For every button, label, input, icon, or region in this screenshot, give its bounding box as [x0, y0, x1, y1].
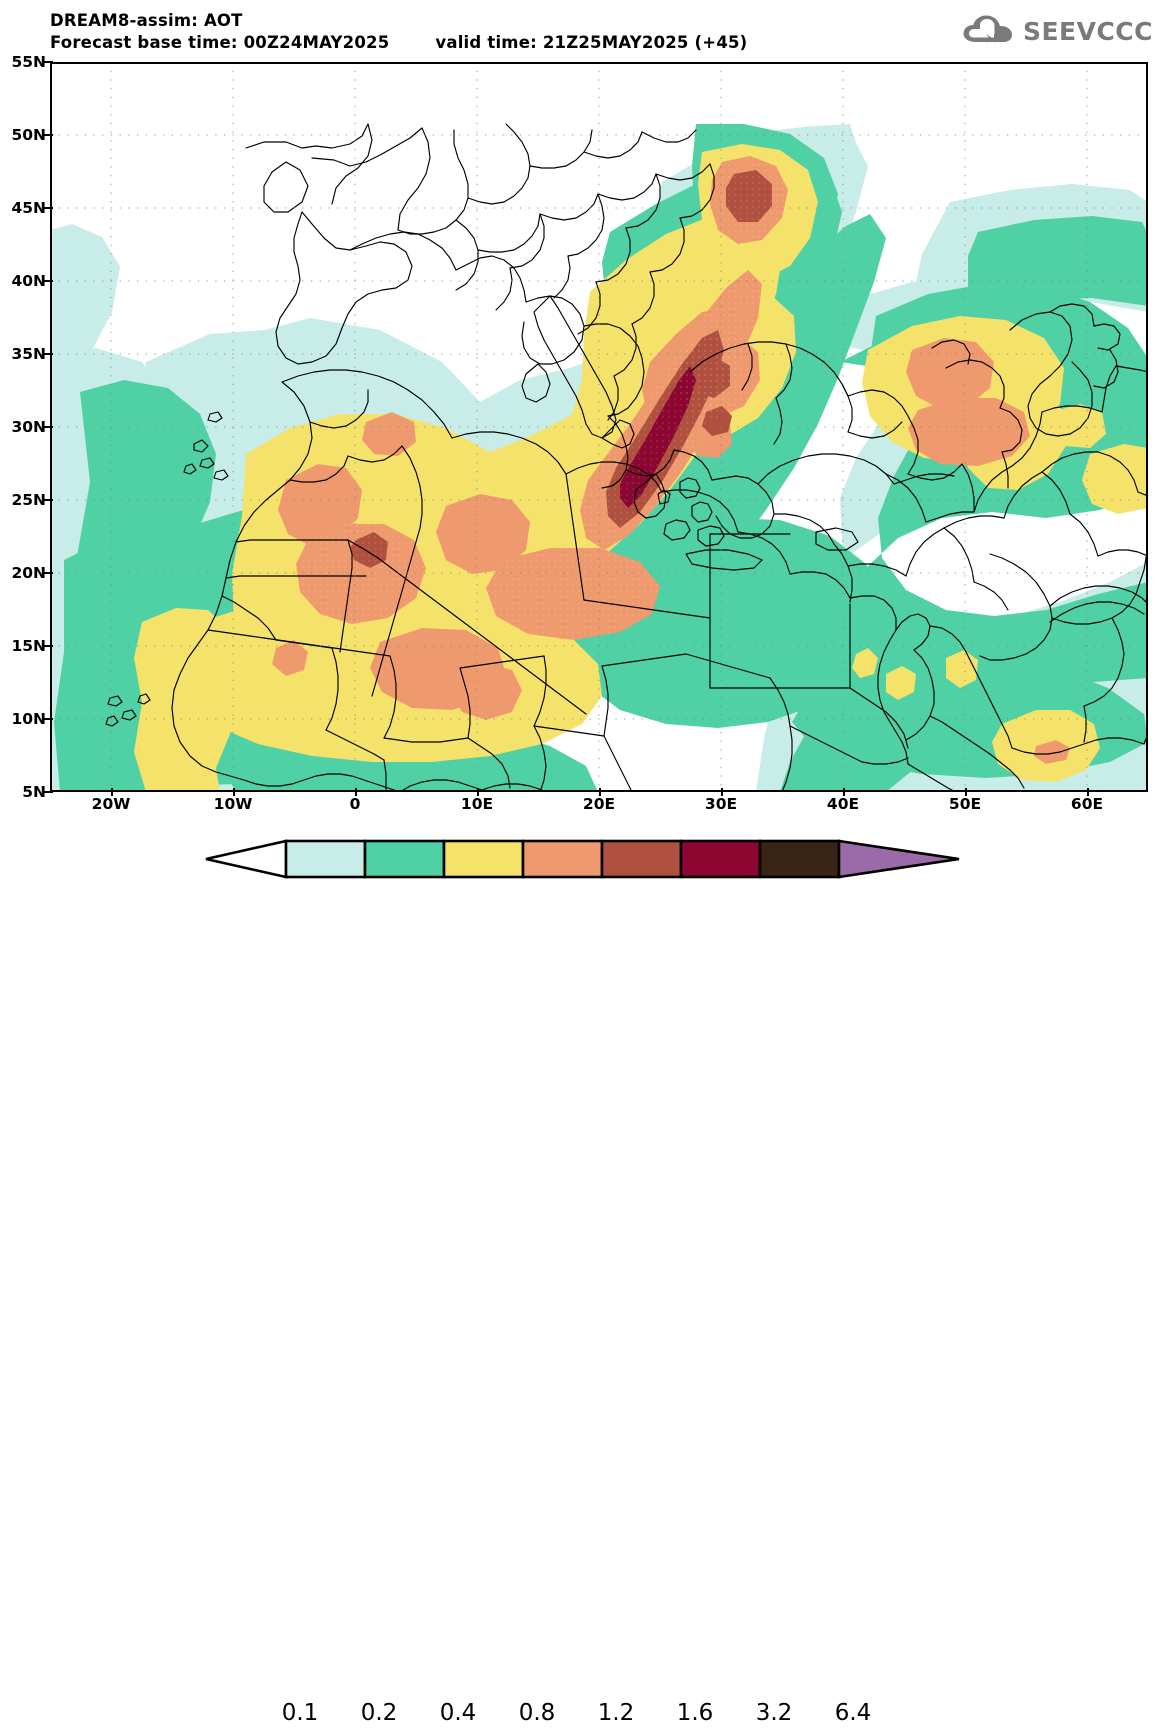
y-tick-label-5: 30N	[11, 418, 46, 436]
cloud-arrows-icon	[963, 15, 1012, 43]
y-tick-label-7: 40N	[11, 272, 46, 290]
forecast-time-line: Forecast base time: 00Z24MAY2025 valid ti…	[50, 32, 747, 54]
y-tick-label-0: 5N	[22, 783, 46, 801]
x-tick-label-2: 0	[349, 795, 361, 813]
graticule	[50, 62, 1148, 792]
x-tick-label-0: 20W	[91, 795, 131, 813]
colorbar-label-1: 0.2	[360, 1700, 398, 1726]
x-tick-label-1: 10W	[213, 795, 253, 813]
colorbar-label-0: 0.1	[281, 1700, 319, 1726]
x-tick-label-5: 30E	[704, 795, 738, 813]
x-tick-label-4: 20E	[582, 795, 616, 813]
coastlines-layer	[105, 123, 1148, 792]
model-title: DREAM8-assim: AOT	[50, 11, 243, 30]
colorbar-label-6: 3.2	[755, 1700, 793, 1726]
colorbar-tick-labels: 0.1 0.2 0.4 0.8 1.2 1.6 3.2 6.4	[0, 1700, 1165, 1736]
colorbar-label-2: 0.4	[439, 1700, 477, 1726]
aot-contour-field	[50, 62, 1148, 792]
y-tick-label-3: 20N	[11, 564, 46, 582]
plot-border	[50, 62, 1148, 792]
y-tick-label-10: 55N	[11, 53, 46, 71]
logo-text: SEEVCCC	[1022, 16, 1153, 46]
colorbar-label-4: 1.2	[597, 1700, 635, 1726]
y-tick-label-9: 50N	[11, 126, 46, 144]
base-time-label: Forecast base time:	[50, 33, 238, 52]
colorbar-label-5: 1.6	[676, 1700, 714, 1726]
colorbar-swatches	[205, 839, 960, 879]
forecast-map-page: DREAM8-assim: AOT Forecast base time: 00…	[0, 11, 1165, 1726]
y-tick-label-1: 10N	[11, 710, 46, 728]
x-tick-label-7: 50E	[948, 795, 982, 813]
aot-colorbar: 0.1 0.2 0.4 0.8 1.2 1.6 3.2 6.4	[0, 838, 1165, 1726]
valid-time-label: valid time:	[435, 33, 537, 52]
base-time-value: 00Z24MAY2025	[243, 33, 390, 52]
x-tick-label-6: 40E	[826, 795, 860, 813]
x-tick-label-3: 10E	[460, 795, 494, 813]
y-tick-label-2: 15N	[11, 637, 46, 655]
aot-map-plot	[50, 62, 1148, 792]
y-tick-label-6: 35N	[11, 345, 46, 363]
y-tick-label-8: 45N	[11, 199, 46, 217]
valid-time-value: 21Z25MAY2025 (+45)	[542, 33, 748, 52]
seevccc-logo: SEEVCCC	[960, 14, 1153, 48]
y-tick-label-4: 25N	[11, 491, 46, 509]
colorbar-label-7: 6.4	[834, 1700, 872, 1726]
colorbar-label-3: 0.8	[518, 1700, 556, 1726]
x-tick-label-8: 60E	[1070, 795, 1104, 813]
